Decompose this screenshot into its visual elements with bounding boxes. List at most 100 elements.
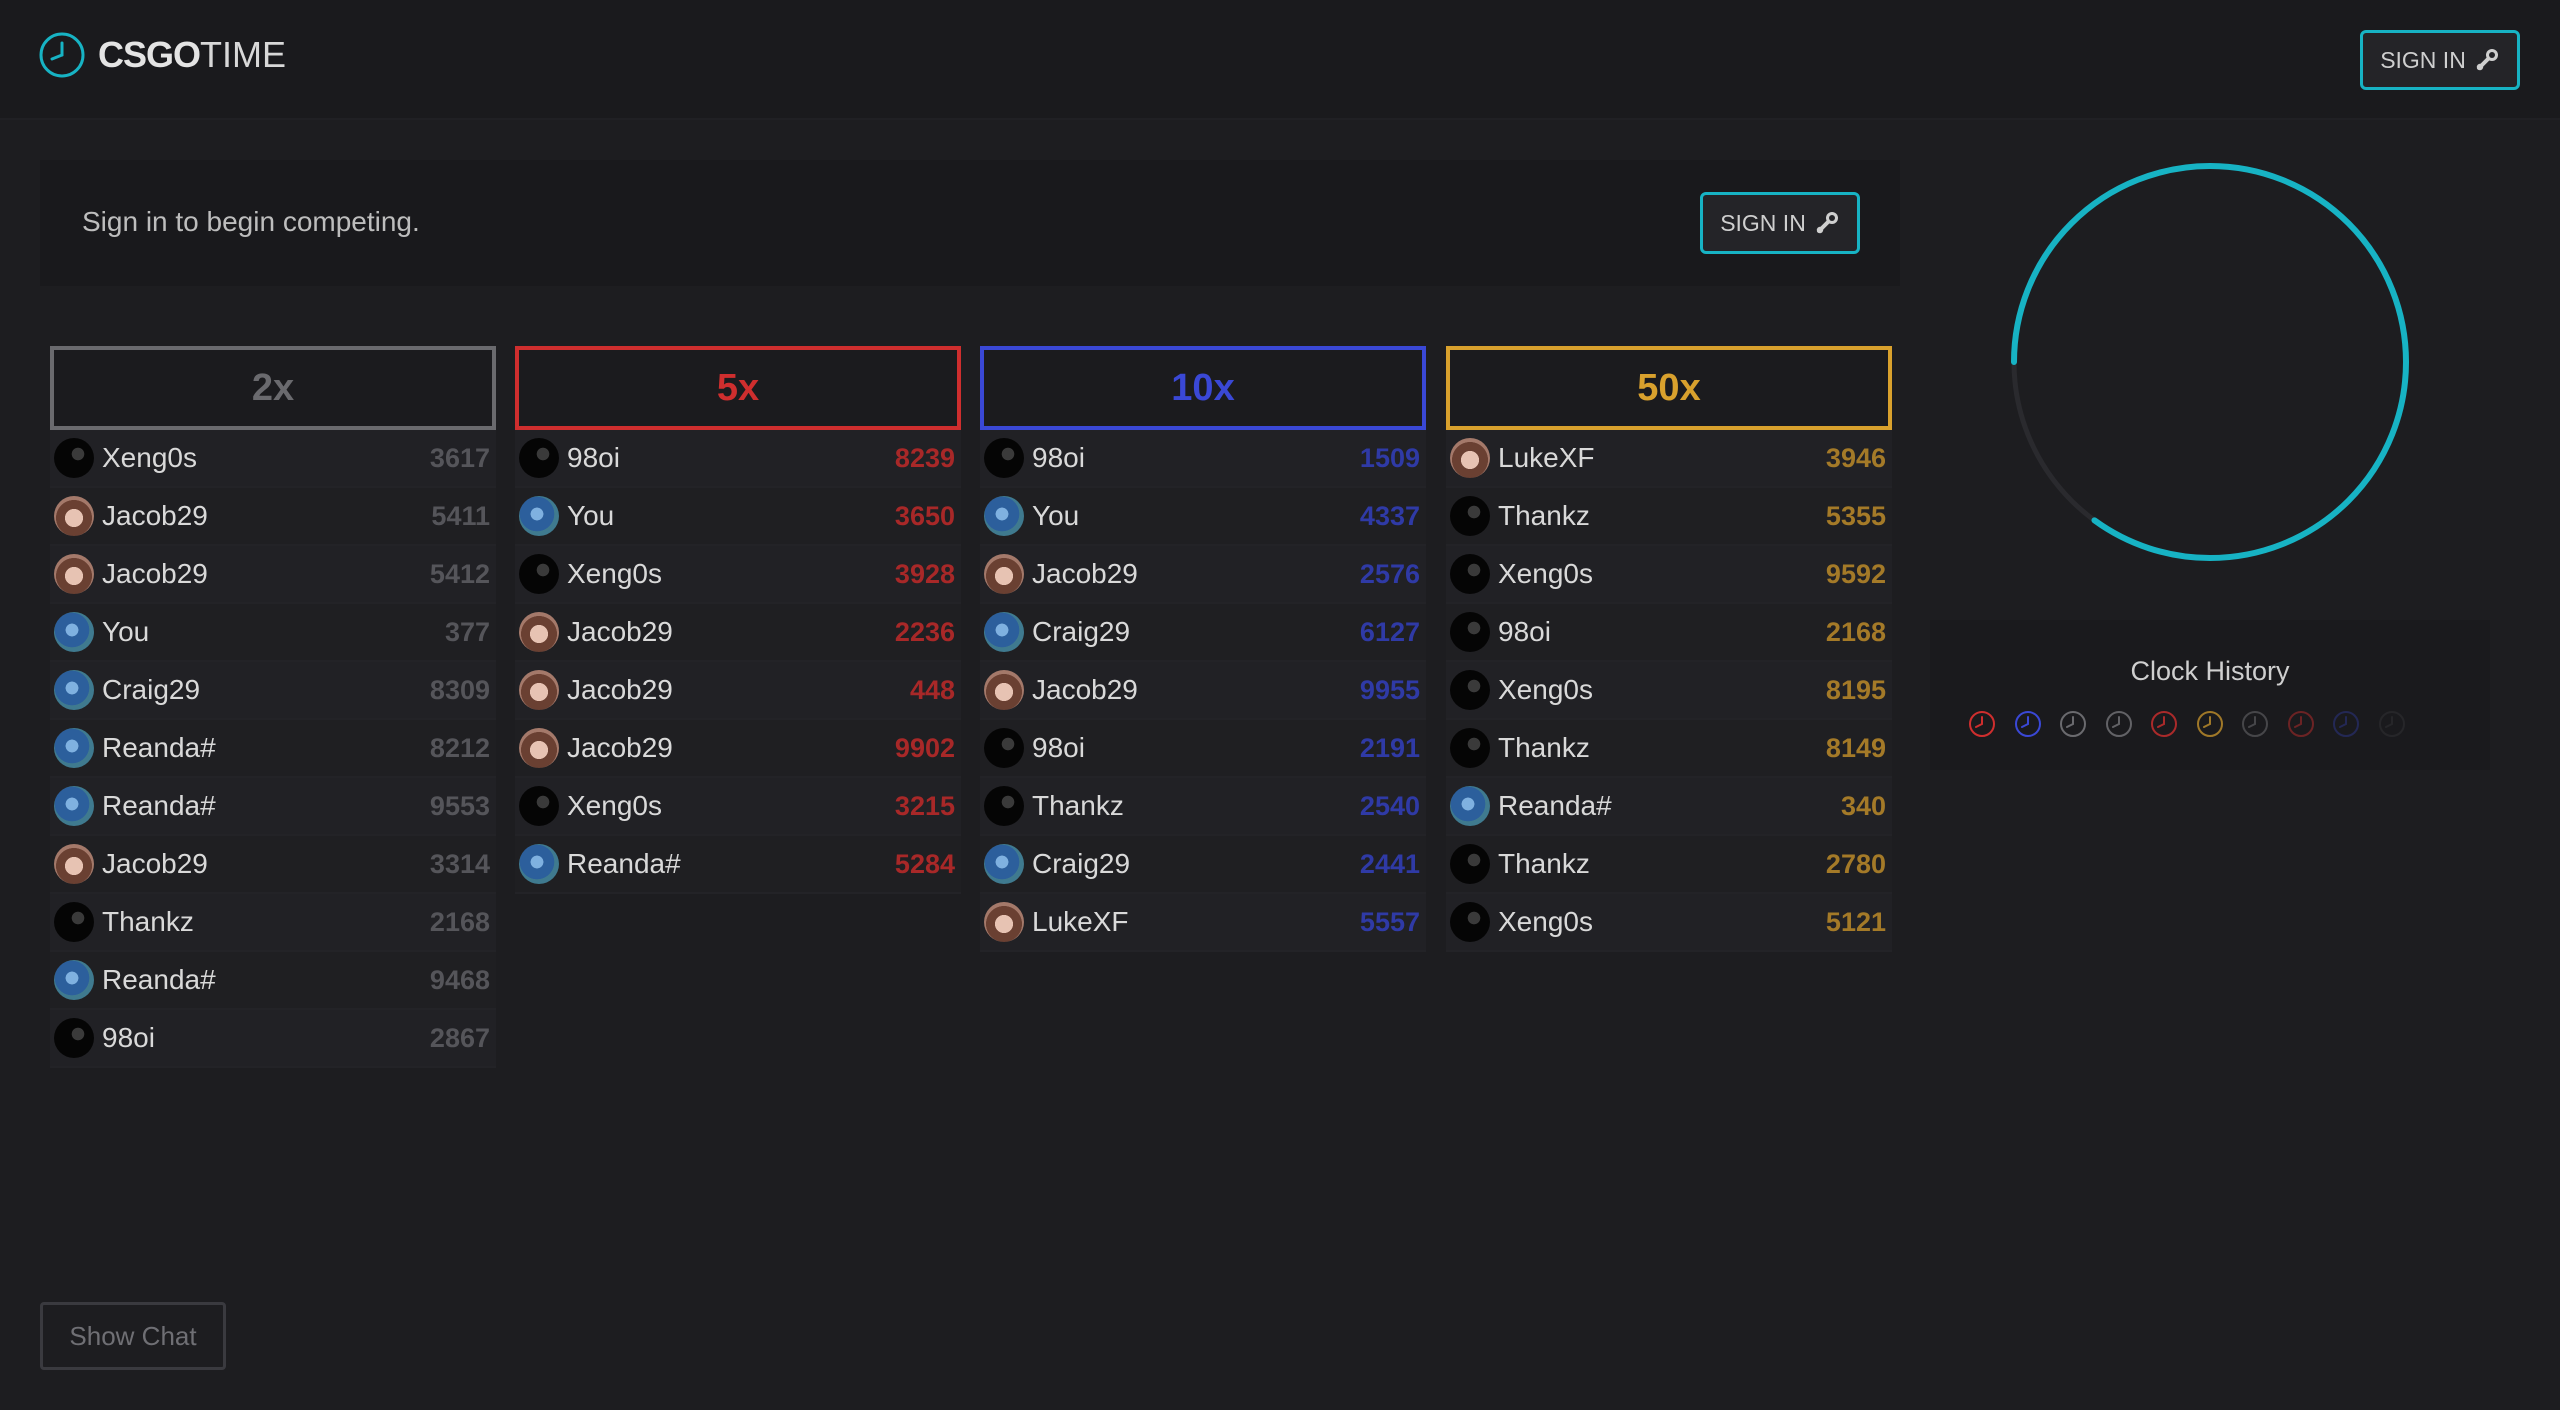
bet-amount: 2780 <box>1825 848 1886 879</box>
bet-amount: 9592 <box>1825 558 1886 589</box>
avatar <box>54 960 94 1000</box>
history-clock-icon <box>2378 711 2405 737</box>
bet-column-header[interactable]: 50x <box>1446 346 1892 430</box>
bet-amount: 5557 <box>1359 906 1420 937</box>
bet-amount: 448 <box>909 674 955 705</box>
clock-ring <box>2011 163 2409 561</box>
signin-banner: Sign in to begin competing. SIGN IN <box>40 160 1900 286</box>
bet-row: Xeng0s 3617 <box>50 430 496 488</box>
bet-row: Jacob29 5412 <box>50 546 496 604</box>
bet-row: You 4337 <box>980 488 1426 546</box>
player-name: Reanda# <box>567 848 681 879</box>
avatar <box>984 902 1024 942</box>
bet-row: 98oi 2867 <box>50 1010 496 1068</box>
history-clock-icon <box>2242 711 2268 737</box>
avatar <box>1450 902 1490 942</box>
bet-column-header[interactable]: 2x <box>50 346 496 430</box>
signin-label: SIGN IN <box>1720 209 1806 236</box>
bet-row: Xeng0s 3928 <box>515 546 961 604</box>
player-name: Xeng0s <box>567 558 662 589</box>
player-name: LukeXF <box>1032 906 1129 937</box>
bet-row: Xeng0s 3215 <box>515 778 961 836</box>
player-name: 98oi <box>1032 442 1085 473</box>
bet-amount: 3650 <box>894 500 955 531</box>
avatar <box>984 728 1024 768</box>
bet-row: 98oi 2191 <box>980 720 1426 778</box>
avatar <box>54 902 94 942</box>
player-name: You <box>1032 500 1080 531</box>
show-chat-button[interactable]: Show Chat <box>40 1302 226 1370</box>
bet-column-2x: 2x Xeng0s 3617 Jacob29 5411 Jacob29 5412 You 377… <box>50 346 496 1068</box>
history-clock-icon <box>1969 711 1995 737</box>
bet-row: Reanda# 9468 <box>50 952 496 1010</box>
bet-row: Xeng0s 9592 <box>1446 546 1892 604</box>
show-chat-label: Show Chat <box>69 1320 197 1351</box>
bet-column-header[interactable]: 5x <box>515 346 961 430</box>
bet-row: Craig29 6127 <box>980 604 1426 662</box>
player-name: Reanda# <box>102 790 216 821</box>
player-name: Reanda# <box>102 732 216 763</box>
history-clock-icon <box>2105 711 2132 737</box>
clock-history-title: Clock History <box>2130 656 2290 686</box>
avatar <box>519 728 559 768</box>
bet-amount: 8195 <box>1825 674 1886 705</box>
bet-row: LukeXF 5557 <box>980 894 1426 952</box>
player-name: Craig29 <box>1032 616 1131 647</box>
player-name: Jacob29 <box>567 674 673 705</box>
bet-row: Jacob29 3314 <box>50 836 496 894</box>
bet-row: LukeXF 3946 <box>1446 430 1892 488</box>
player-name: Jacob29 <box>1032 558 1138 589</box>
avatar <box>984 438 1024 478</box>
bet-list: 98oi 8239 You 3650 Xeng0s 3928 Jacob29 2236 Jaco… <box>515 430 961 894</box>
avatar <box>519 438 559 478</box>
bet-row: Thankz 5355 <box>1446 488 1892 546</box>
bet-amount: 3215 <box>894 790 955 821</box>
bet-amount: 2236 <box>894 616 955 647</box>
player-name: Jacob29 <box>1032 674 1138 705</box>
player-name: Thankz <box>102 906 194 937</box>
avatar <box>984 612 1024 652</box>
bet-amount: 5284 <box>894 848 955 879</box>
top-bar: CSGO TIME SIGN IN <box>0 0 2560 120</box>
bet-amount: 9553 <box>429 790 490 821</box>
bet-amount: 9468 <box>429 964 490 995</box>
clock-logo-icon <box>39 32 85 78</box>
bet-amount: 2191 <box>1359 732 1420 763</box>
round-clock <box>2008 160 2412 564</box>
bet-amount: 9955 <box>1359 674 1420 705</box>
clock-history-dots <box>1968 710 2423 738</box>
bet-column-header[interactable]: 10x <box>980 346 1426 430</box>
avatar <box>54 786 94 826</box>
bet-amount: 6127 <box>1359 616 1420 647</box>
avatar <box>984 554 1024 594</box>
avatar <box>54 554 94 594</box>
player-name: Jacob29 <box>567 732 673 763</box>
logo-text-light: TIME <box>200 34 287 75</box>
avatar <box>1450 554 1490 594</box>
bet-amount: 3928 <box>894 558 955 589</box>
logo[interactable]: CSGO TIME <box>38 30 286 80</box>
bet-amount: 5121 <box>1825 906 1886 937</box>
bet-amount: 8239 <box>894 442 955 473</box>
bet-row: Craig29 8309 <box>50 662 496 720</box>
bet-row: Thankz 2780 <box>1446 836 1892 894</box>
bet-amount: 2540 <box>1359 790 1420 821</box>
banner-signin-button[interactable]: SIGN IN <box>1700 192 1860 254</box>
bet-row: 98oi 8239 <box>515 430 961 488</box>
avatar <box>54 496 94 536</box>
steam-icon <box>1816 212 1838 234</box>
player-name: Craig29 <box>1032 848 1131 879</box>
avatar <box>1450 786 1490 826</box>
bet-amount: 2168 <box>1825 616 1886 647</box>
avatar <box>1450 496 1490 536</box>
avatar <box>519 496 559 536</box>
avatar <box>1450 728 1490 768</box>
avatar <box>1450 438 1490 478</box>
player-name: LukeXF <box>1498 442 1595 473</box>
player-name: 98oi <box>102 1022 155 1053</box>
avatar <box>54 612 94 652</box>
avatar <box>984 496 1024 536</box>
bet-amount: 4337 <box>1359 500 1420 531</box>
header-signin-button[interactable]: SIGN IN <box>2360 30 2520 90</box>
avatar <box>984 670 1024 710</box>
